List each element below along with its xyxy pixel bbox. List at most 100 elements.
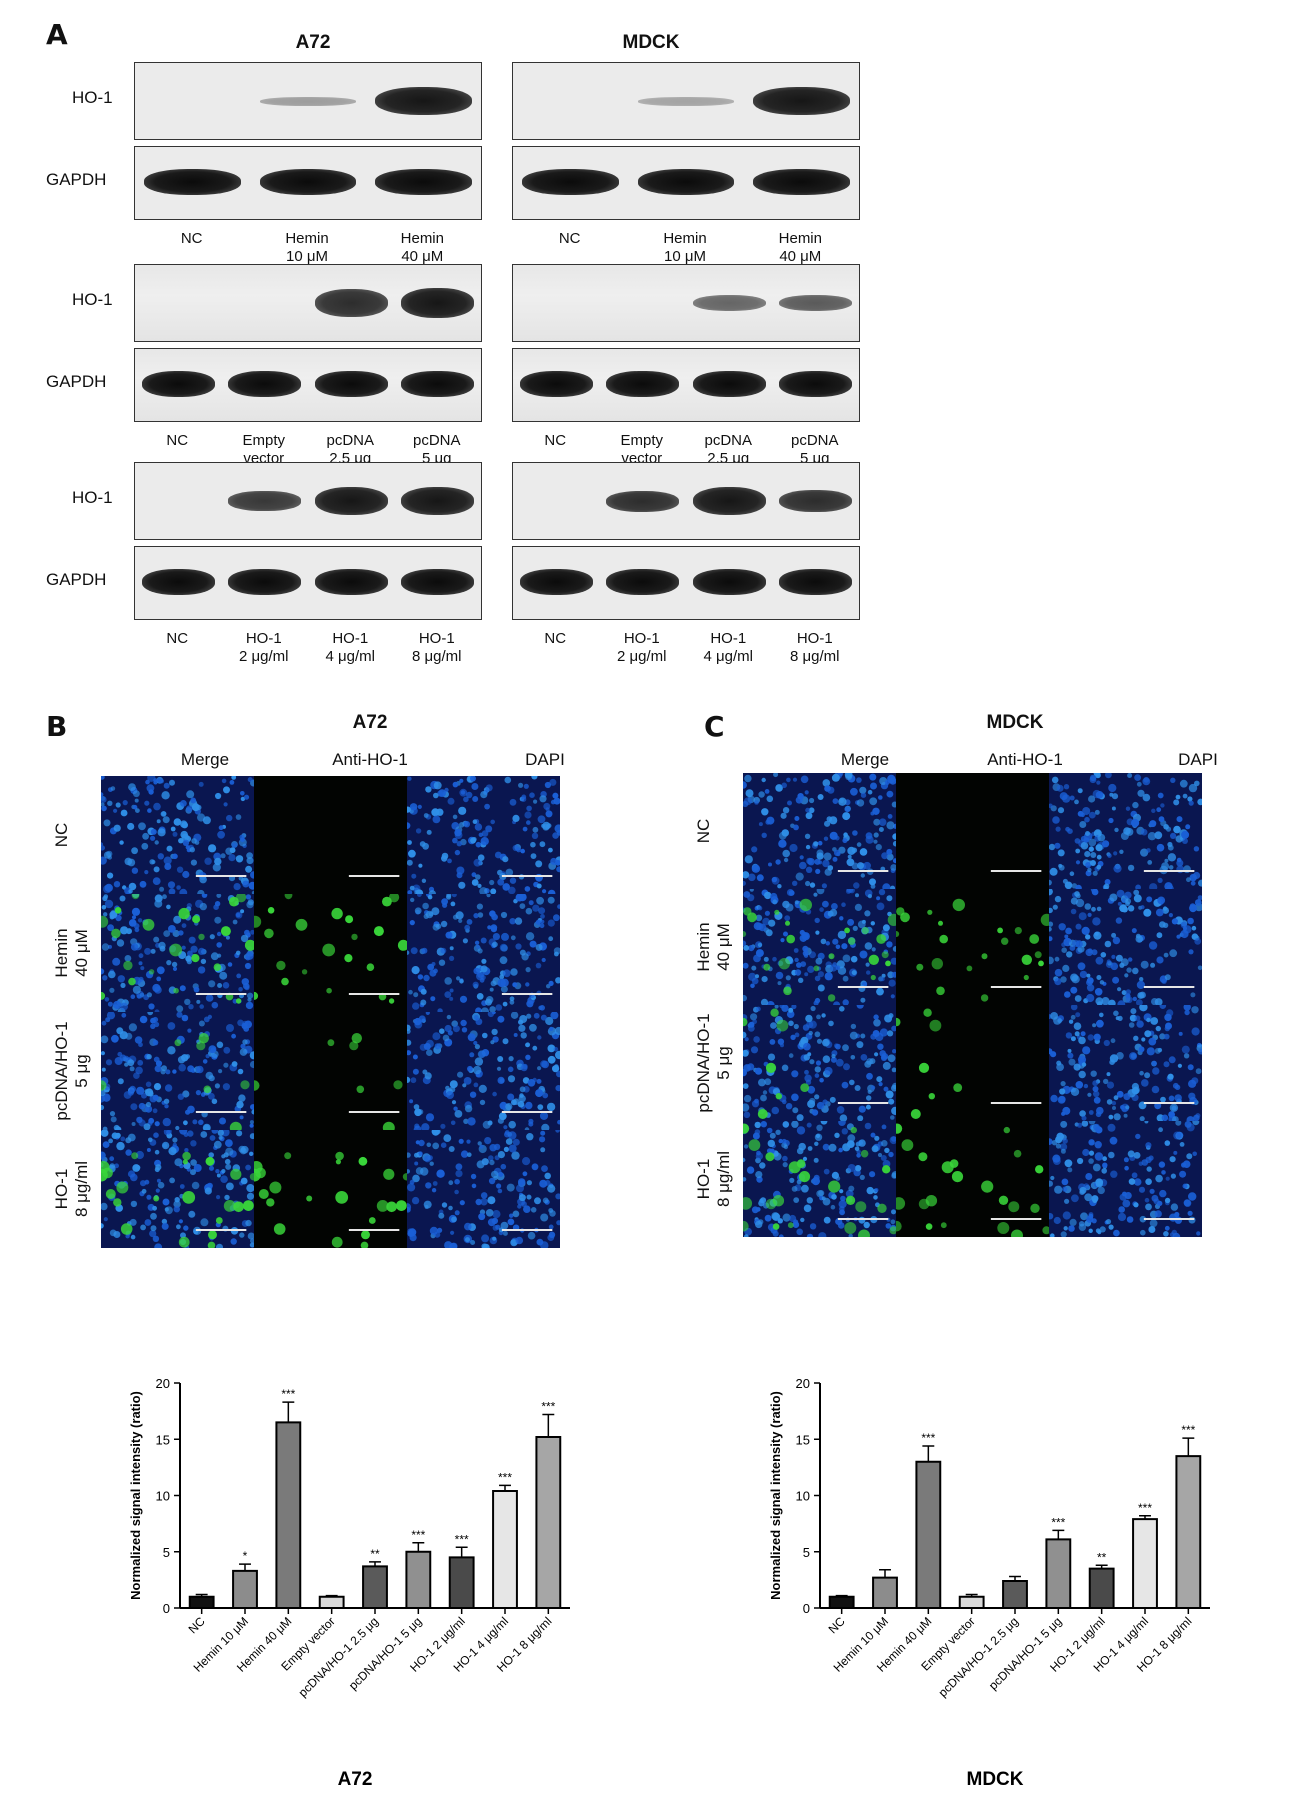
gapdh-band bbox=[522, 169, 620, 195]
lane-label: Hemin 10 μM bbox=[663, 230, 707, 265]
gapdh-band bbox=[141, 569, 215, 595]
merge-image bbox=[101, 1130, 254, 1248]
merge-image bbox=[743, 889, 896, 1005]
lane-label: HO-1 2 μg/ml bbox=[617, 630, 667, 665]
merge-image bbox=[743, 773, 896, 889]
bar bbox=[828, 1595, 855, 1609]
ho1-band bbox=[401, 486, 475, 516]
dapi-image bbox=[407, 1130, 560, 1248]
bar bbox=[405, 1550, 432, 1609]
dapi-image bbox=[407, 776, 560, 894]
bar bbox=[492, 1490, 518, 1609]
significance-mark: *** bbox=[498, 1470, 512, 1484]
ho1-band bbox=[779, 489, 853, 513]
significance-mark: *** bbox=[455, 1532, 469, 1546]
panel-b-col-dapi: DAPI bbox=[525, 750, 565, 769]
bar bbox=[915, 1460, 942, 1609]
y-tick-label: 10 bbox=[796, 1489, 810, 1504]
ho1-band bbox=[259, 96, 357, 106]
ho1-band bbox=[228, 491, 302, 511]
ho1-band bbox=[752, 86, 850, 116]
gapdh-band bbox=[779, 371, 853, 397]
gapdh-band bbox=[141, 371, 215, 397]
bar bbox=[1175, 1455, 1202, 1609]
blot-row-ho1-label: HO-1 bbox=[72, 488, 113, 507]
gapdh-band bbox=[228, 569, 302, 595]
anti-ho1-image bbox=[896, 889, 1049, 1005]
blot-ho1-a72 bbox=[134, 264, 482, 342]
lane-label: NC bbox=[180, 230, 203, 247]
dapi-image bbox=[1049, 1121, 1202, 1237]
anti-ho1-image bbox=[254, 1012, 407, 1130]
bar bbox=[188, 1595, 215, 1609]
lane-label: HO-1 2 μg/ml bbox=[239, 630, 289, 665]
x-tick-label: pcDNA/HO-1 2.5 μg bbox=[936, 1614, 1022, 1700]
bar bbox=[1088, 1567, 1115, 1609]
gapdh-band bbox=[144, 169, 242, 195]
bar bbox=[872, 1576, 898, 1609]
lane-label: HO-1 4 μg/ml bbox=[325, 630, 376, 665]
gapdh-band bbox=[779, 569, 853, 595]
gapdh-band bbox=[401, 371, 475, 397]
chart-title: MDCK bbox=[967, 1769, 1024, 1790]
panel-b-col-merge: Merge bbox=[180, 750, 230, 769]
lane-label: HO-1 4 μg/ml bbox=[703, 630, 754, 665]
x-tick-label: NC bbox=[826, 1614, 848, 1636]
if-row-label: HO-1 8 μg/ml bbox=[694, 1150, 733, 1208]
bar bbox=[1045, 1538, 1072, 1609]
panel-a-letter: A bbox=[46, 18, 68, 51]
bar bbox=[448, 1556, 475, 1609]
if-row-label: NC bbox=[52, 822, 71, 848]
merge-image bbox=[101, 894, 254, 1012]
if-row-label: pcDNA/HO-1 5 μg bbox=[52, 1021, 91, 1121]
significance-mark: *** bbox=[541, 1400, 555, 1414]
significance-mark: *** bbox=[281, 1387, 295, 1401]
panel-a-title-mdck: MDCK bbox=[622, 32, 680, 53]
gapdh-band bbox=[314, 569, 388, 595]
panel-b-title: A72 bbox=[352, 712, 388, 733]
bar bbox=[275, 1421, 302, 1609]
x-tick-label: pcDNA/HO-1 2.5 μg bbox=[296, 1614, 382, 1700]
significance-mark: *** bbox=[1138, 1501, 1152, 1515]
y-tick-label: 5 bbox=[163, 1545, 170, 1560]
bar bbox=[1002, 1580, 1028, 1609]
dapi-image bbox=[1049, 1005, 1202, 1121]
ho1-band bbox=[401, 288, 475, 318]
dapi-image bbox=[407, 1012, 560, 1130]
panel-c-col-dapi: DAPI bbox=[1178, 750, 1218, 769]
bar bbox=[958, 1595, 985, 1609]
y-tick-label: 5 bbox=[803, 1545, 810, 1560]
blot-ho1-mdck bbox=[512, 462, 860, 540]
dapi-image bbox=[1049, 773, 1202, 889]
gapdh-band bbox=[752, 169, 850, 195]
lane-label: HO-1 8 μg/ml bbox=[412, 630, 462, 665]
blot-gapdh-mdck bbox=[512, 348, 860, 422]
lane-label: Hemin 40 μM bbox=[778, 230, 822, 265]
blot-ho1-mdck bbox=[512, 264, 860, 342]
bar bbox=[1132, 1518, 1158, 1609]
gapdh-band bbox=[637, 169, 735, 195]
blot-ho1-mdck bbox=[512, 62, 860, 140]
y-tick-label: 15 bbox=[796, 1432, 810, 1447]
gapdh-band bbox=[692, 569, 766, 595]
chart-a72: 0 5 10 15 20 Normalized signal intensity (rat… bbox=[128, 1376, 570, 1790]
significance-mark: ** bbox=[370, 1547, 380, 1561]
y-tick-label: 20 bbox=[796, 1376, 810, 1391]
if-row-label: pcDNA/HO-1 5 μg bbox=[694, 1013, 733, 1113]
gapdh-band bbox=[519, 371, 593, 397]
ho1-band bbox=[637, 96, 735, 106]
blot-gapdh-a72 bbox=[134, 546, 482, 620]
panel-c-col-anti-ho1: Anti-HO-1 bbox=[987, 750, 1063, 769]
lane-label: NC bbox=[544, 630, 567, 647]
gapdh-band bbox=[401, 569, 475, 595]
bar bbox=[318, 1595, 345, 1609]
significance-mark: *** bbox=[921, 1431, 935, 1445]
gapdh-band bbox=[606, 569, 680, 595]
bar bbox=[232, 1569, 258, 1609]
y-tick-label: 10 bbox=[156, 1489, 170, 1504]
blot-gapdh-mdck bbox=[512, 546, 860, 620]
blot-row-gapdh-label: GAPDH bbox=[46, 372, 107, 391]
ho1-band bbox=[779, 294, 853, 312]
significance-mark: *** bbox=[1181, 1423, 1195, 1437]
merge-image bbox=[743, 1005, 896, 1121]
